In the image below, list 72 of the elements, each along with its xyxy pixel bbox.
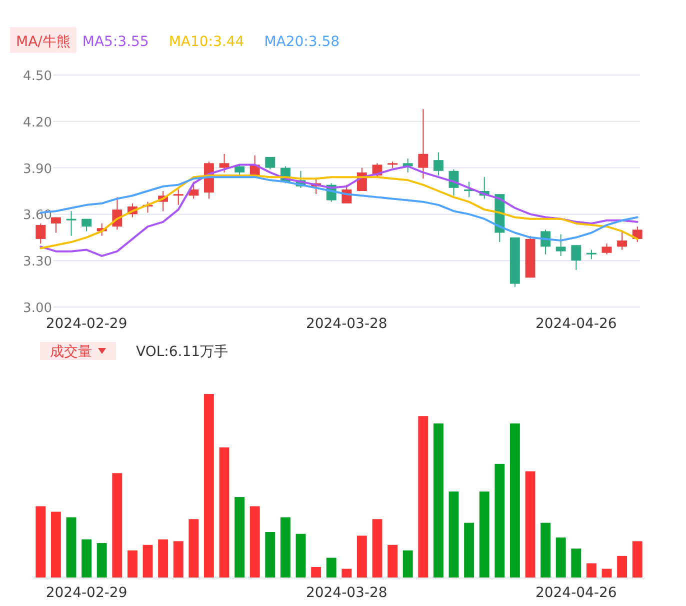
bar (586, 563, 596, 578)
bar (142, 544, 153, 578)
candlestick (571, 244, 582, 270)
candlestick (556, 234, 566, 256)
text: MA10:3.44 (168, 34, 244, 50)
y-tick-label: 3.90 (23, 162, 52, 177)
candlestick (632, 226, 642, 243)
x-tick-label: 2024-02-29 (46, 316, 128, 332)
bar (265, 532, 276, 578)
candlestick (265, 156, 276, 170)
bar (234, 497, 245, 578)
text: MA20:3.58 (264, 34, 340, 50)
bar (173, 541, 184, 578)
bar (96, 543, 107, 578)
bar (479, 492, 490, 578)
bar (296, 534, 306, 578)
bar (311, 566, 322, 578)
candlestick (433, 152, 444, 176)
legend-title: MA/牛熊 (16, 34, 70, 50)
candlestick (219, 153, 230, 173)
bar (250, 506, 260, 578)
bar (494, 464, 505, 578)
candlestick (82, 218, 92, 232)
bar (112, 473, 122, 578)
candlestick (586, 249, 596, 260)
bar (388, 544, 398, 578)
chart-title: 成交量 (50, 344, 92, 360)
bar (158, 539, 168, 578)
bar (326, 558, 336, 578)
bar (464, 522, 474, 578)
bar (372, 519, 382, 578)
bar (433, 423, 444, 578)
bar (219, 447, 230, 578)
bar (280, 517, 290, 578)
bar (50, 512, 61, 578)
bar (632, 541, 642, 578)
y-tick-label: 4.20 (23, 115, 52, 130)
y-tick-label: 3.00 (23, 301, 52, 316)
text: VOL:6.11万手 (136, 344, 228, 360)
bar (448, 492, 459, 578)
bar (556, 538, 566, 578)
bar (510, 423, 520, 578)
bar (571, 548, 582, 578)
x-tick-label: 2024-04-26 (535, 585, 617, 601)
text: MA5:3.55 (82, 34, 149, 50)
x-tick-label: 2024-04-26 (535, 316, 617, 332)
bar (540, 522, 551, 578)
bar (82, 539, 92, 578)
x-tick-label: 2024-03-28 (306, 316, 388, 332)
candlestick (50, 216, 61, 234)
bar (204, 394, 214, 578)
x-tick-label: 2024-03-28 (306, 585, 388, 601)
bar (525, 471, 536, 578)
candlestick (617, 230, 628, 250)
bar (127, 550, 138, 578)
y-tick-label: 3.30 (23, 254, 52, 270)
bar (356, 536, 367, 578)
candlestick (234, 164, 245, 176)
x-tick-label: 2024-02-29 (46, 585, 128, 601)
candlestick (173, 188, 184, 206)
bar (418, 416, 428, 578)
y-tick-label: 4.50 (23, 69, 52, 84)
bar (402, 550, 413, 578)
candlestick (66, 210, 76, 236)
bar (36, 506, 46, 578)
bar (188, 519, 199, 578)
candlestick (418, 108, 428, 180)
candlestick (602, 243, 612, 255)
candlestick (36, 222, 46, 244)
bar (342, 568, 352, 578)
bar (66, 517, 76, 578)
bar (617, 556, 628, 578)
